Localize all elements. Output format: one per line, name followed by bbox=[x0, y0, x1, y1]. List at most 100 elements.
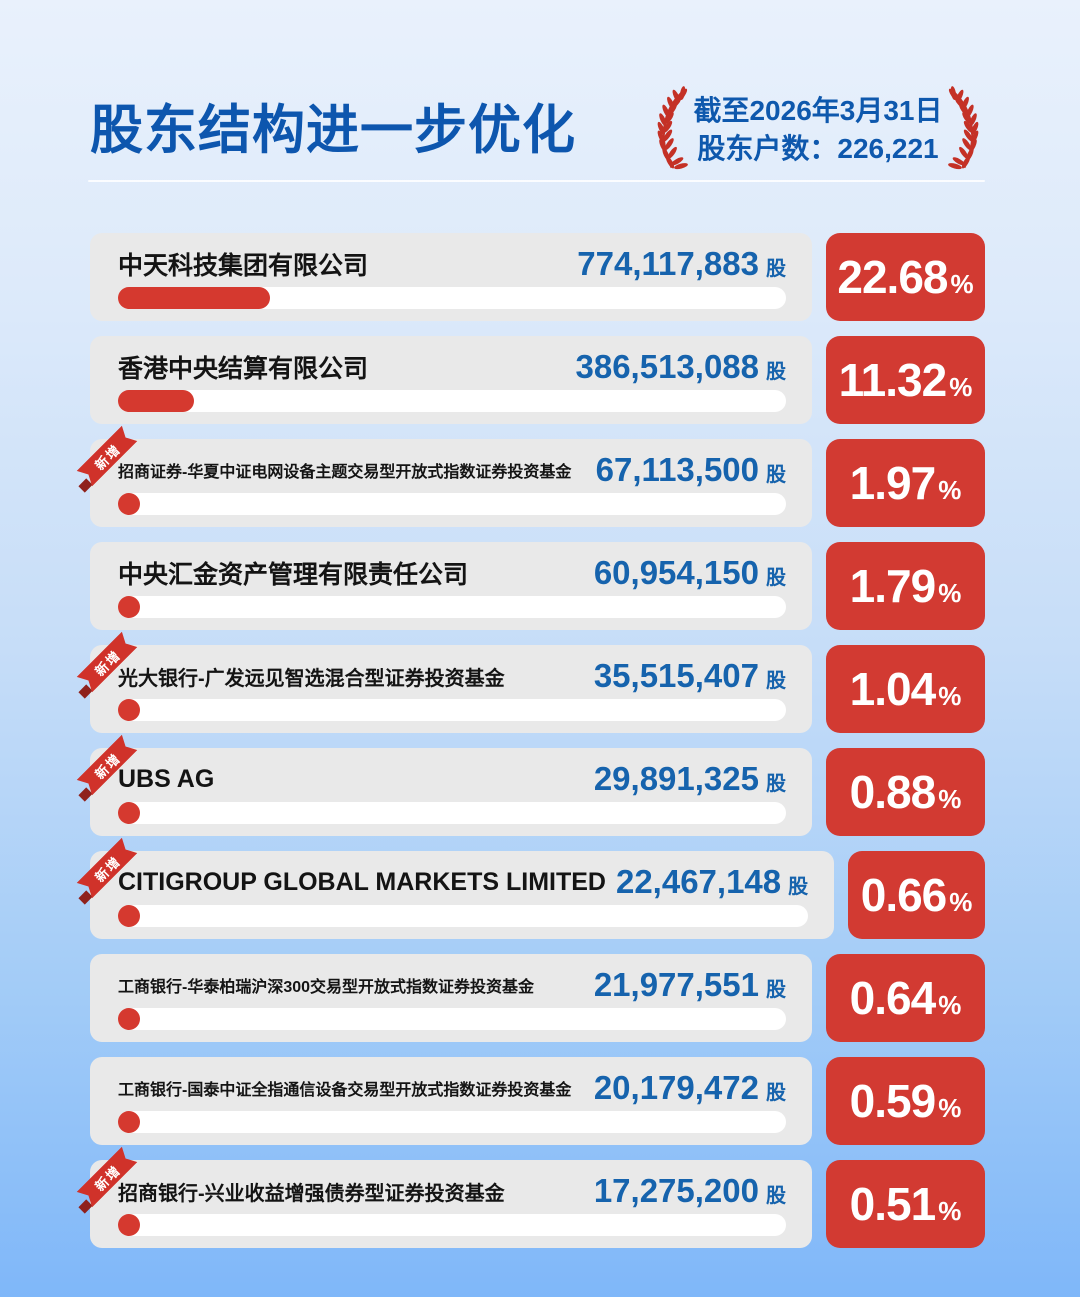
share-count-value: 21,977,551 bbox=[593, 966, 759, 1003]
row-card: 中央汇金资产管理有限责任公司 60,954,150 股 bbox=[90, 542, 812, 630]
holder-name: UBS AG bbox=[118, 764, 215, 793]
laurel-right-icon bbox=[948, 86, 979, 170]
percent-value: 0.64 bbox=[849, 972, 937, 1024]
page-title: 股东结构进一步优化 bbox=[90, 101, 576, 160]
percent-sign: % bbox=[938, 990, 962, 1020]
share-count-value: 60,954,150 bbox=[593, 554, 759, 591]
share-count-value: 386,513,088 bbox=[575, 348, 759, 385]
percent-value: 0.88 bbox=[849, 766, 937, 818]
percent-box: 1.04 % bbox=[826, 645, 985, 733]
row-card: 中天科技集团有限公司 774,117,883 股 bbox=[90, 233, 812, 321]
percent-value: 0.66 bbox=[860, 869, 948, 921]
percent-value: 22.68 bbox=[837, 251, 948, 303]
progress-track bbox=[118, 1111, 786, 1133]
share-unit-label: 股 bbox=[766, 1082, 786, 1104]
shareholder-row: 新增 招商证券-华夏中证电网设备主题交易型开放式指数证券投资基金 67,113,… bbox=[90, 439, 985, 527]
row-card: 工商银行-华泰柏瑞沪深300交易型开放式指数证券投资基金 21,977,551 … bbox=[90, 954, 812, 1042]
header-divider bbox=[88, 180, 985, 182]
percent-box: 22.68 % bbox=[826, 233, 985, 321]
percent-sign: % bbox=[938, 1093, 962, 1123]
share-unit-label: 股 bbox=[766, 979, 786, 1001]
share-unit-label: 股 bbox=[766, 773, 786, 795]
holder-name: 中天科技集团有限公司 bbox=[118, 252, 369, 280]
percent-sign: % bbox=[938, 1196, 962, 1226]
share-count: 386,513,088 股 bbox=[575, 348, 786, 386]
shareholder-row: 新增 光大银行-广发远见智选混合型证券投资基金 35,515,407 股 1.0… bbox=[90, 645, 985, 733]
holder-name: CITIGROUP GLOBAL MARKETS LIMITED bbox=[118, 867, 606, 896]
row-card: 新增 招商银行-兴业收益增强债券型证券投资基金 17,275,200 股 bbox=[90, 1160, 812, 1248]
percent-value: 1.04 bbox=[849, 663, 937, 715]
share-count-value: 774,117,883 bbox=[577, 245, 759, 282]
share-count: 774,117,883 股 bbox=[577, 245, 786, 283]
holder-name: 工商银行-华泰柏瑞沪深300交易型开放式指数证券投资基金 bbox=[118, 979, 535, 996]
progress-fill bbox=[118, 493, 140, 515]
progress-fill bbox=[118, 1214, 140, 1236]
shareholder-list: 中天科技集团有限公司 774,117,883 股 22.68 % 香港中央结算有… bbox=[90, 233, 985, 1248]
progress-fill bbox=[118, 905, 140, 927]
percent-sign: % bbox=[938, 578, 962, 608]
holder-name: 中央汇金资产管理有限责任公司 bbox=[118, 561, 469, 589]
holder-name: 工商银行-国泰中证全指通信设备交易型开放式指数证券投资基金 bbox=[118, 1082, 572, 1099]
row-card: 新增 招商证券-华夏中证电网设备主题交易型开放式指数证券投资基金 67,113,… bbox=[90, 439, 812, 527]
share-count-value: 17,275,200 bbox=[593, 1172, 759, 1209]
percent-value: 0.51 bbox=[849, 1178, 937, 1230]
progress-track bbox=[118, 287, 786, 309]
progress-fill bbox=[118, 1111, 140, 1133]
shareholder-row: 新增 UBS AG 29,891,325 股 0.88 % bbox=[90, 748, 985, 836]
progress-fill bbox=[118, 699, 140, 721]
row-card: 新增 CITIGROUP GLOBAL MARKETS LIMITED 22,4… bbox=[90, 851, 835, 939]
percent-sign: % bbox=[949, 887, 973, 917]
percent-sign: % bbox=[949, 372, 973, 402]
shareholder-row: 中央汇金资产管理有限责任公司 60,954,150 股 1.79 % bbox=[90, 542, 985, 630]
progress-fill bbox=[118, 1008, 140, 1030]
holder-name: 招商银行-兴业收益增强债券型证券投资基金 bbox=[118, 1182, 505, 1205]
share-count-value: 20,179,472 bbox=[593, 1069, 759, 1106]
progress-track bbox=[118, 699, 786, 721]
percent-sign: % bbox=[938, 475, 962, 505]
share-unit-label: 股 bbox=[766, 670, 786, 692]
percent-value: 1.97 bbox=[849, 457, 937, 509]
share-count-value: 67,113,500 bbox=[595, 451, 759, 488]
shareholder-row: 香港中央结算有限公司 386,513,088 股 11.32 % bbox=[90, 336, 985, 424]
percent-box: 0.51 % bbox=[826, 1160, 985, 1248]
percent-value: 11.32 bbox=[838, 354, 948, 406]
badge-holder-count: 股东户数：226,221 bbox=[697, 133, 939, 164]
row-card: 香港中央结算有限公司 386,513,088 股 bbox=[90, 336, 812, 424]
shareholder-row: 工商银行-华泰柏瑞沪深300交易型开放式指数证券投资基金 21,977,551 … bbox=[90, 954, 985, 1042]
shareholder-row: 新增 招商银行-兴业收益增强债券型证券投资基金 17,275,200 股 0.5… bbox=[90, 1160, 985, 1248]
percent-box: 0.64 % bbox=[826, 954, 985, 1042]
percent-sign: % bbox=[950, 269, 974, 299]
share-count: 67,113,500 股 bbox=[596, 451, 786, 489]
share-count: 35,515,407 股 bbox=[594, 657, 786, 695]
share-count: 22,467,148 股 bbox=[616, 863, 808, 901]
progress-track bbox=[118, 1214, 786, 1236]
badge-date: 截至2026年3月31日 bbox=[693, 95, 943, 126]
progress-track bbox=[118, 596, 786, 618]
share-count-value: 22,467,148 bbox=[615, 863, 782, 900]
date-badge: 截至2026年3月31日 股东户数：226,221 bbox=[648, 78, 988, 182]
holder-name: 香港中央结算有限公司 bbox=[118, 355, 369, 383]
progress-track bbox=[118, 802, 786, 824]
share-unit-label: 股 bbox=[766, 1185, 786, 1207]
percent-box: 0.88 % bbox=[826, 748, 985, 836]
share-count: 60,954,150 股 bbox=[594, 554, 786, 592]
holder-name: 招商证券-华夏中证电网设备主题交易型开放式指数证券投资基金 bbox=[118, 464, 572, 481]
progress-fill bbox=[118, 596, 140, 618]
percent-sign: % bbox=[938, 681, 962, 711]
percent-box: 0.59 % bbox=[826, 1057, 985, 1145]
percent-value: 0.59 bbox=[849, 1075, 937, 1127]
shareholder-row: 新增 CITIGROUP GLOBAL MARKETS LIMITED 22,4… bbox=[90, 851, 985, 939]
share-count: 29,891,325 股 bbox=[594, 760, 786, 798]
progress-track bbox=[118, 905, 809, 927]
share-count-value: 35,515,407 bbox=[593, 657, 759, 694]
progress-track bbox=[118, 390, 786, 412]
share-unit-label: 股 bbox=[766, 361, 786, 383]
percent-box: 11.32 % bbox=[826, 336, 985, 424]
row-card: 工商银行-国泰中证全指通信设备交易型开放式指数证券投资基金 20,179,472… bbox=[90, 1057, 812, 1145]
percent-box: 0.66 % bbox=[848, 851, 985, 939]
share-count-value: 29,891,325 bbox=[593, 760, 759, 797]
percent-sign: % bbox=[938, 784, 962, 814]
share-count: 20,179,472 股 bbox=[594, 1069, 786, 1107]
holder-name: 光大银行-广发远见智选混合型证券投资基金 bbox=[118, 667, 505, 690]
